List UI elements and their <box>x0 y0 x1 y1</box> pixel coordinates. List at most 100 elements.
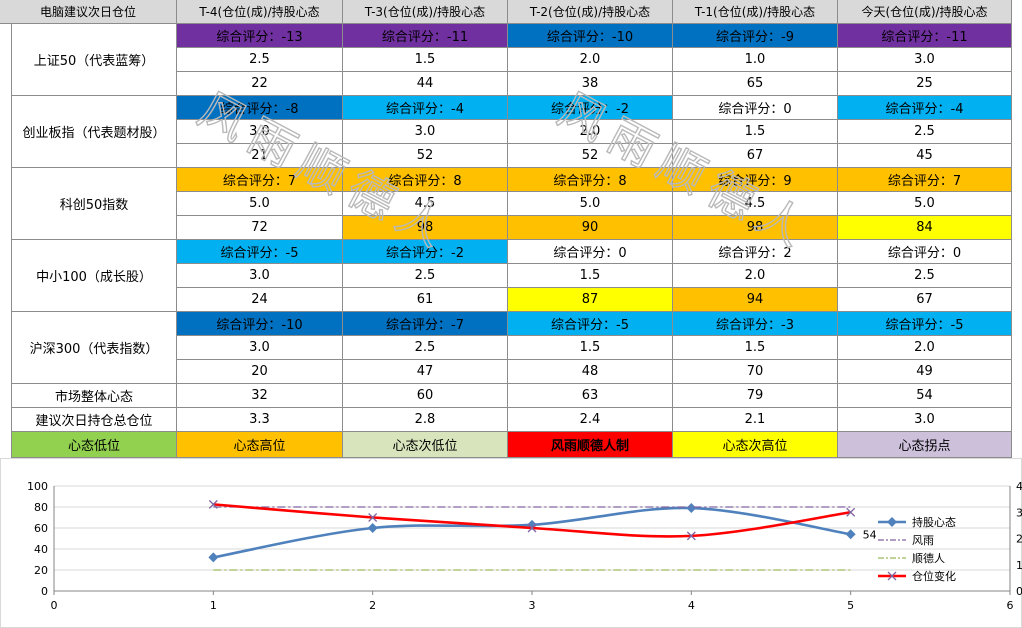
market-mood-cell: 60 <box>343 384 508 408</box>
mood-cell: 24 <box>177 288 343 312</box>
score-cell: 综合评分：8 <box>343 168 508 192</box>
column-header: T-4(仓位(成)/持股心态 <box>177 0 343 24</box>
mood-cell: 98 <box>673 216 838 240</box>
mood-cell: 87 <box>508 288 673 312</box>
mood-cell: 47 <box>343 360 508 384</box>
market-mood-cell: 79 <box>673 384 838 408</box>
group-label: 上证50（代表蓝筹） <box>12 24 177 96</box>
position-cell: 4.5 <box>673 192 838 216</box>
score-cell: 综合评分：0 <box>838 240 1012 264</box>
score-cell: 综合评分：-9 <box>673 24 838 48</box>
score-cell: 综合评分：-4 <box>838 96 1012 120</box>
column-header: T-1(仓位(成)/持股心态 <box>673 0 838 24</box>
y-tick-label: 40 <box>34 543 48 556</box>
y2-tick-label: 3 <box>1016 506 1022 519</box>
data-point-cross <box>527 523 537 533</box>
group-label: 创业板指（代表题材股） <box>12 96 177 168</box>
mood-cell: 98 <box>343 216 508 240</box>
legend-swatch: 心态次高位 <box>673 432 838 458</box>
score-cell: 综合评分：-11 <box>838 24 1012 48</box>
data-point-cross <box>887 571 897 581</box>
x-tick-label: 3 <box>529 599 536 612</box>
position-cell: 3.0 <box>177 120 343 144</box>
mood-cell: 22 <box>177 72 343 96</box>
position-cell: 2.0 <box>508 48 673 72</box>
column-header: T-3(仓位(成)/持股心态 <box>343 0 508 24</box>
y2-tick-label: 4 <box>1016 480 1022 493</box>
legend-swatch: 心态高位 <box>177 432 343 458</box>
market-mood-label: 市场整体心态 <box>12 384 177 408</box>
mood-cell: 67 <box>673 144 838 168</box>
y-tick-label: 100 <box>27 480 48 493</box>
x-tick-label: 1 <box>210 599 217 612</box>
group-label: 中小100（成长股） <box>12 240 177 312</box>
legend-label: 仓位变化 <box>912 569 956 583</box>
score-cell: 综合评分：-10 <box>177 312 343 336</box>
score-cell: 综合评分：-3 <box>673 312 838 336</box>
total-position-cell: 2.1 <box>673 408 838 432</box>
score-cell: 综合评分：7 <box>177 168 343 192</box>
x-tick-label: 2 <box>369 599 376 612</box>
market-mood-cell: 63 <box>508 384 673 408</box>
x-tick-label: 0 <box>51 599 58 612</box>
x-tick-label: 6 <box>1007 599 1014 612</box>
score-cell: 综合评分：-13 <box>177 24 343 48</box>
position-cell: 2.5 <box>177 48 343 72</box>
mood-cell: 25 <box>838 72 1012 96</box>
market-mood-cell: 32 <box>177 384 343 408</box>
y-tick-label: 20 <box>34 564 48 577</box>
data-point-diamond <box>887 517 897 527</box>
score-cell: 综合评分：9 <box>673 168 838 192</box>
position-table: 电脑建议次日仓位 T-4(仓位(成)/持股心态 T-3(仓位(成)/持股心态 T-2(… <box>0 0 1012 458</box>
table-left-border <box>11 0 12 458</box>
position-cell: 2.5 <box>343 264 508 288</box>
mood-cell: 84 <box>838 216 1012 240</box>
position-cell: 1.5 <box>508 264 673 288</box>
mood-cell: 49 <box>838 360 1012 384</box>
position-cell: 3.0 <box>177 336 343 360</box>
legend-label: 风雨 <box>912 534 934 547</box>
corner-header: 电脑建议次日仓位 <box>0 0 177 24</box>
group-label: 科创50指数 <box>12 168 177 240</box>
data-label: 54 <box>863 528 877 541</box>
total-position-cell: 2.8 <box>343 408 508 432</box>
position-cell: 5.0 <box>508 192 673 216</box>
mood-cell: 65 <box>673 72 838 96</box>
position-cell: 1.0 <box>673 48 838 72</box>
legend-swatch: 风雨顺德人制 <box>508 432 673 458</box>
score-cell: 综合评分：-7 <box>343 312 508 336</box>
data-point-cross <box>368 513 378 522</box>
group-label: 沪深300（代表指数） <box>12 312 177 384</box>
legend-label: 持股心态 <box>912 515 956 529</box>
score-cell: 综合评分：-2 <box>343 240 508 264</box>
y-tick-label: 80 <box>34 501 48 514</box>
position-cell: 2.5 <box>838 264 1012 288</box>
chart-frame <box>0 458 1022 628</box>
mood-cell: 21 <box>177 144 343 168</box>
mood-cell: 20 <box>177 360 343 384</box>
mood-cell: 45 <box>838 144 1012 168</box>
score-cell: 综合评分：-2 <box>508 96 673 120</box>
score-cell: 综合评分：2 <box>673 240 838 264</box>
mood-cell: 67 <box>838 288 1012 312</box>
position-cell: 2.0 <box>838 336 1012 360</box>
score-cell: 综合评分：-10 <box>508 24 673 48</box>
mood-cell: 72 <box>177 216 343 240</box>
mood-cell: 44 <box>343 72 508 96</box>
position-cell: 4.5 <box>343 192 508 216</box>
mood-cell: 52 <box>343 144 508 168</box>
score-cell: 综合评分：-4 <box>343 96 508 120</box>
score-cell: 综合评分：-5 <box>838 312 1012 336</box>
data-point-cross <box>846 507 856 517</box>
data-point-diamond <box>208 552 219 563</box>
mood-cell: 48 <box>508 360 673 384</box>
y2-tick-label: 2 <box>1016 533 1022 546</box>
mood-cell: 70 <box>673 360 838 384</box>
total-position-cell: 3.0 <box>838 408 1012 432</box>
score-cell: 综合评分：-8 <box>177 96 343 120</box>
legend-swatch: 心态次低位 <box>343 432 508 458</box>
position-cell: 3.0 <box>838 48 1012 72</box>
mood-cell: 38 <box>508 72 673 96</box>
data-point-diamond <box>367 523 378 533</box>
column-header: 今天(仓位(成)/持股心态 <box>838 0 1012 24</box>
